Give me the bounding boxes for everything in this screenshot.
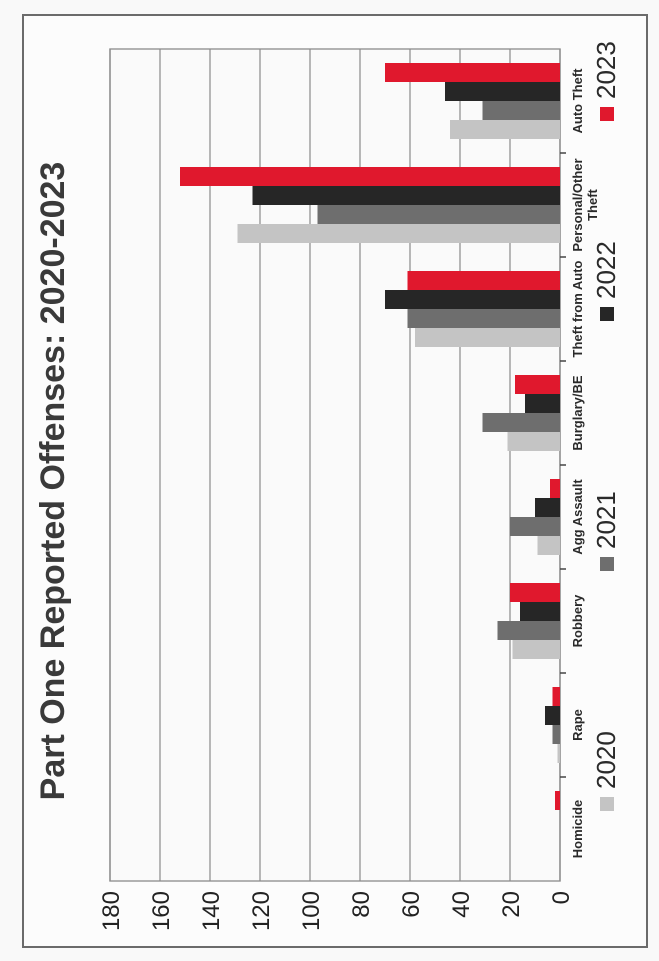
bar-2021 <box>510 517 560 536</box>
category-label: Personal/OtherTheft <box>570 158 600 251</box>
bar-2020 <box>507 432 560 451</box>
bar-2022 <box>525 394 560 413</box>
bar-2023 <box>555 791 560 810</box>
bar-2020 <box>450 120 560 139</box>
y-tick-label: 100 <box>298 891 325 931</box>
bar-2021 <box>482 413 560 432</box>
y-tick-label: 20 <box>498 891 525 918</box>
bar-2023 <box>515 375 560 394</box>
bar-2020 <box>237 224 560 243</box>
y-tick-label: 80 <box>348 891 375 918</box>
bar-2020 <box>415 328 560 347</box>
legend-label-2021: 2021 <box>591 491 621 549</box>
legend-swatch-2023 <box>600 107 614 121</box>
bar-2022 <box>252 186 560 205</box>
category-label: Homicide <box>570 800 585 859</box>
y-tick-label: 120 <box>248 891 275 931</box>
category-label: Rape <box>570 709 585 741</box>
category-label: Auto Theft <box>570 68 585 134</box>
y-tick-label: 40 <box>448 891 475 918</box>
bar-2023 <box>510 583 560 602</box>
legend-label-2023: 2023 <box>591 41 621 99</box>
bar-2021 <box>407 309 560 328</box>
legend-label-2022: 2022 <box>591 241 621 299</box>
legend-swatch-2022 <box>600 307 614 321</box>
category-label: Burglary/BE <box>570 375 585 450</box>
bar-2021 <box>552 725 560 744</box>
chart-title: Part One Reported Offenses: 2020-2023 <box>34 162 72 801</box>
category-label: Theft from Auto <box>570 260 585 357</box>
bar-2022 <box>520 602 560 621</box>
bar-2022 <box>445 82 560 101</box>
bar-2021 <box>317 205 560 224</box>
bar-2021 <box>497 621 560 640</box>
bar-2023 <box>552 687 560 706</box>
legend-swatch-2020 <box>600 797 614 811</box>
bar-2020 <box>557 744 560 763</box>
legend-swatch-2021 <box>600 557 614 571</box>
bar-2023 <box>385 63 560 82</box>
y-tick-label: 60 <box>398 891 425 918</box>
bar-2022 <box>545 706 560 725</box>
bar-2021 <box>482 101 560 120</box>
bar-2020 <box>512 640 560 659</box>
y-tick-label: 0 <box>548 891 575 904</box>
category-label: Robbery <box>570 594 585 648</box>
y-tick-label: 180 <box>98 891 125 931</box>
category-label: Agg Assault <box>570 479 585 555</box>
bar-2020 <box>537 536 560 555</box>
legend-label-2020: 2020 <box>591 731 621 789</box>
y-tick-label: 160 <box>148 891 175 931</box>
bar-2022 <box>535 498 560 517</box>
bar-2023 <box>550 479 560 498</box>
bar-2022 <box>385 290 560 309</box>
bar-2023 <box>180 167 560 186</box>
bar-2023 <box>407 271 560 290</box>
y-tick-label: 140 <box>198 891 225 931</box>
